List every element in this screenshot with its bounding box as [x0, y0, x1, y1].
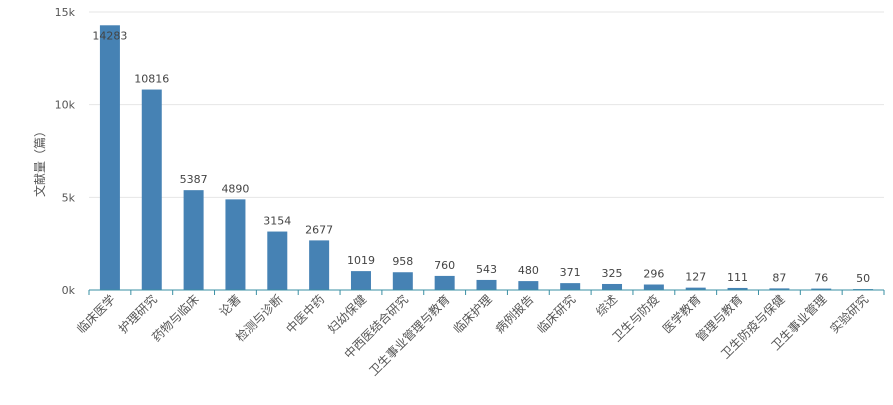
bar[interactable]	[602, 283, 623, 290]
bar-value-label: 4890	[221, 182, 249, 195]
bar[interactable]	[267, 231, 288, 290]
bar-value-label: 127	[685, 271, 706, 284]
bar-value-label: 3154	[263, 215, 291, 228]
bar[interactable]	[476, 279, 497, 290]
y-tick-label: 5k	[62, 191, 76, 204]
bar-value-label: 543	[476, 263, 497, 276]
bar-value-label: 296	[643, 268, 664, 281]
x-category-label: 论著	[217, 292, 244, 319]
bar-value-label: 87	[772, 271, 786, 284]
bar[interactable]	[392, 272, 413, 290]
x-category-label: 卫生事业管理与教育	[366, 292, 453, 379]
y-tick-label: 0k	[62, 284, 76, 297]
bar[interactable]	[350, 271, 371, 290]
x-category-label: 实验研究	[827, 292, 872, 337]
bar[interactable]	[434, 275, 455, 290]
bar-value-label: 111	[727, 271, 748, 284]
bar[interactable]	[560, 283, 581, 290]
bar[interactable]	[99, 25, 120, 291]
grid-lines	[89, 11, 884, 198]
x-category-label: 综述	[593, 292, 620, 319]
x-category-label: 病例报告	[492, 292, 537, 337]
x-category-label: 临床研究	[534, 292, 579, 337]
bar[interactable]	[309, 240, 330, 290]
value-labels: 14283 10816 5387 4890 3154 2677 1019 958 760 543 4…	[92, 29, 870, 285]
bar-value-label: 5387	[180, 173, 208, 186]
bars	[99, 25, 874, 291]
x-category-label: 临床医学	[73, 292, 118, 337]
bar[interactable]	[727, 287, 748, 290]
bar[interactable]	[141, 89, 162, 291]
x-category-label: 临床护理	[451, 292, 495, 336]
bar-value-label: 958	[392, 255, 413, 268]
bar[interactable]	[183, 190, 204, 290]
bar-value-label: 50	[856, 272, 870, 285]
bar-value-label: 2677	[305, 223, 333, 236]
bar-value-label: 76	[814, 272, 828, 285]
bar-value-label: 1019	[347, 254, 375, 267]
bar[interactable]	[643, 284, 664, 290]
bar-value-label: 760	[434, 259, 455, 272]
x-category-label: 中医中药	[283, 292, 328, 337]
bar[interactable]	[225, 199, 246, 290]
bar-value-label: 14283	[92, 29, 127, 42]
bar[interactable]	[685, 287, 706, 290]
x-axis-ticks	[88, 290, 885, 295]
x-category-label: 医学教育	[659, 292, 704, 337]
y-axis: 0k 5k 10k 15k	[55, 6, 76, 297]
bar-value-label: 371	[560, 266, 581, 279]
bar[interactable]	[518, 281, 539, 290]
y-tick-label: 15k	[55, 6, 76, 19]
x-category-label: 护理研究	[115, 292, 160, 337]
bar[interactable]	[811, 288, 832, 290]
bar-value-label: 325	[602, 267, 623, 280]
bar-value-label: 10816	[134, 73, 169, 86]
y-axis-title: 文献量（篇）	[32, 125, 47, 197]
y-tick-label: 10k	[55, 99, 76, 112]
bar-value-label: 480	[518, 264, 539, 277]
bar[interactable]	[769, 288, 790, 290]
